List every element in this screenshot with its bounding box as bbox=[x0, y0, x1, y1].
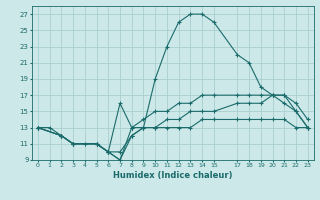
X-axis label: Humidex (Indice chaleur): Humidex (Indice chaleur) bbox=[113, 171, 233, 180]
